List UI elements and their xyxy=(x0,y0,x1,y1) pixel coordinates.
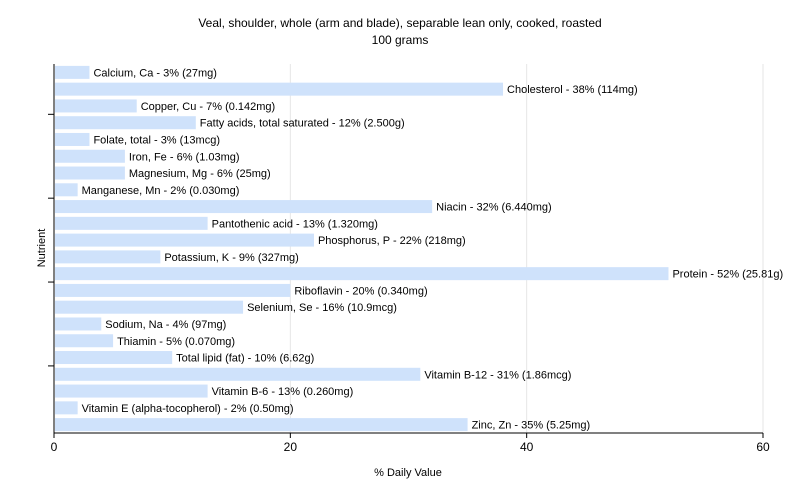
bar-21 xyxy=(55,418,468,432)
bar-label-4: Folate, total - 3% (13mcg) xyxy=(93,134,220,146)
bar-20 xyxy=(55,401,78,415)
bar-label-7: Manganese, Mn - 2% (0.030mg) xyxy=(82,185,240,197)
bar-label-3: Fatty acids, total saturated - 12% (2.50… xyxy=(200,118,405,130)
bar-label-16: Thiamin - 5% (0.070mg) xyxy=(117,336,235,348)
bar-17 xyxy=(55,351,173,365)
bar-label-10: Phosphorus, P - 22% (218mg) xyxy=(318,235,466,247)
bar-label-5: Iron, Fe - 6% (1.03mg) xyxy=(129,151,240,163)
bar-13 xyxy=(55,283,291,297)
x-axis-title: % Daily Value xyxy=(374,467,442,479)
x-tick-label-60: 60 xyxy=(756,440,770,454)
chart-subtitle: 100 grams xyxy=(372,33,429,47)
bar-label-6: Magnesium, Mg - 6% (25mg) xyxy=(129,168,271,180)
bar-15 xyxy=(55,317,102,331)
bar-label-17: Total lipid (fat) - 10% (6.62g) xyxy=(176,353,314,365)
bar-label-12: Protein - 52% (25.81g) xyxy=(672,269,783,281)
bar-label-18: Vitamin B-12 - 31% (1.86mcg) xyxy=(424,369,571,381)
bar-8 xyxy=(55,200,433,214)
bar-label-11: Potassium, K - 9% (327mg) xyxy=(164,252,299,264)
bar-3 xyxy=(55,116,196,130)
bar-label-1: Cholesterol - 38% (114mg) xyxy=(507,84,638,96)
bar-4 xyxy=(55,132,90,146)
chart-title: Veal, shoulder, whole (arm and blade), s… xyxy=(198,16,601,30)
bar-label-19: Vitamin B-6 - 13% (0.260mg) xyxy=(212,386,354,398)
bar-10 xyxy=(55,233,314,247)
bar-7 xyxy=(55,183,78,197)
bar-9 xyxy=(55,216,208,230)
bar-19 xyxy=(55,384,208,398)
bar-label-21: Zinc, Zn - 35% (5.25mg) xyxy=(472,420,591,432)
axes-group: 0 20 40 60 xyxy=(48,64,770,454)
bar-1 xyxy=(55,82,504,96)
bar-label-9: Pantothenic acid - 13% (1.320mg) xyxy=(212,218,378,230)
bar-label-13: Riboflavin - 20% (0.340mg) xyxy=(294,285,427,297)
x-tick-label-0: 0 xyxy=(51,440,58,454)
bar-6 xyxy=(55,166,125,180)
bar-label-20: Vitamin E (alpha-tocopherol) - 2% (0.50m… xyxy=(82,403,294,415)
bar-18 xyxy=(55,367,421,381)
bar-label-15: Sodium, Na - 4% (97mg) xyxy=(105,319,226,331)
x-tick-label-20: 20 xyxy=(284,440,298,454)
bar-2 xyxy=(55,99,137,113)
x-tick-label-40: 40 xyxy=(520,440,534,454)
bars-group: Calcium, Ca - 3% (27mg) Cholesterol - 38%… xyxy=(55,65,783,432)
bar-16 xyxy=(55,334,114,348)
bar-label-8: Niacin - 32% (6.440mg) xyxy=(436,202,552,214)
bar-label-2: Copper, Cu - 7% (0.142mg) xyxy=(141,101,276,113)
bar-14 xyxy=(55,300,244,314)
bar-label-14: Selenium, Se - 16% (10.9mcg) xyxy=(247,302,397,314)
y-axis-title: Nutrient xyxy=(36,229,48,268)
bar-label-0: Calcium, Ca - 3% (27mg) xyxy=(93,67,216,79)
bar-5 xyxy=(55,149,125,163)
bar-0 xyxy=(55,65,90,79)
bar-11 xyxy=(55,250,161,264)
bar-12 xyxy=(55,267,669,281)
